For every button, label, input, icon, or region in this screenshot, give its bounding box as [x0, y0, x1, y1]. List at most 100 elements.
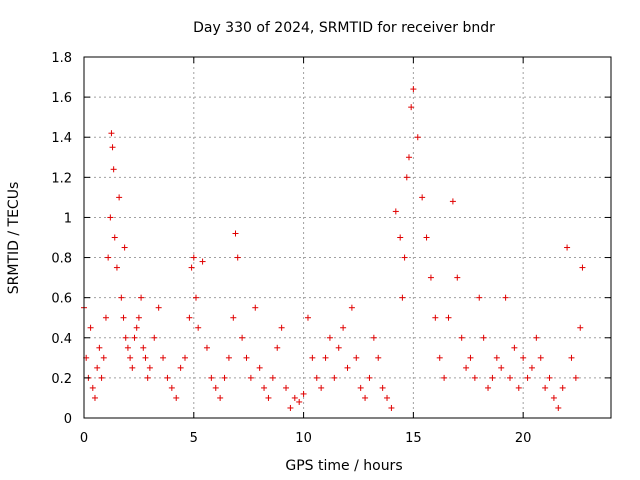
data-point — [399, 294, 406, 301]
data-point — [274, 344, 281, 351]
data-point — [454, 274, 461, 281]
data-point — [118, 294, 125, 301]
y-tick-label: 1.4 — [51, 131, 72, 146]
data-point — [177, 364, 184, 371]
data-point — [546, 374, 553, 381]
data-point — [322, 354, 329, 361]
data-point — [493, 354, 500, 361]
data-point — [340, 324, 347, 331]
data-point — [217, 394, 224, 401]
data-point — [467, 354, 474, 361]
data-point — [252, 304, 259, 311]
data-point — [138, 294, 145, 301]
data-point — [91, 394, 98, 401]
data-point — [309, 354, 316, 361]
data-point — [300, 390, 307, 397]
data-point — [568, 354, 575, 361]
data-point — [186, 314, 193, 321]
x-axis-ticks: 0 5 10 15 20 — [80, 57, 531, 446]
data-point — [471, 374, 478, 381]
data-point — [100, 354, 107, 361]
data-point — [192, 294, 199, 301]
x-tick-label: 15 — [405, 431, 422, 446]
data-point — [362, 394, 369, 401]
data-point — [326, 334, 333, 341]
data-point — [109, 144, 116, 151]
data-point — [203, 344, 210, 351]
data-point — [572, 374, 579, 381]
data-point — [127, 354, 134, 361]
y-tick-label: 0.6 — [51, 292, 72, 307]
data-point — [506, 374, 513, 381]
data-point — [113, 264, 120, 271]
data-point — [335, 344, 342, 351]
data-point — [357, 384, 364, 391]
data-point — [537, 354, 544, 361]
data-point — [511, 344, 518, 351]
data-point — [168, 384, 175, 391]
data-point — [441, 374, 448, 381]
data-point — [111, 234, 118, 241]
data-point — [124, 344, 131, 351]
grid — [84, 57, 611, 418]
data-point — [89, 384, 96, 391]
data-point — [520, 354, 527, 361]
data-point — [528, 364, 535, 371]
data-point — [559, 384, 566, 391]
data-point — [239, 334, 246, 341]
data-point — [502, 294, 509, 301]
x-tick-label: 5 — [190, 431, 198, 446]
data-point — [533, 334, 540, 341]
data-point — [296, 398, 303, 405]
data-point — [449, 198, 456, 205]
data-point — [436, 354, 443, 361]
data-point — [116, 194, 123, 201]
data-point — [195, 324, 202, 331]
data-point — [155, 304, 162, 311]
data-point — [131, 334, 138, 341]
data-point — [120, 314, 127, 321]
data-point — [489, 374, 496, 381]
data-point — [401, 254, 408, 261]
data-point — [96, 344, 103, 351]
y-tick-label: 0.2 — [51, 372, 72, 387]
data-point — [247, 374, 254, 381]
data-point — [397, 234, 404, 241]
y-tick-label: 1.2 — [51, 171, 72, 186]
data-point — [105, 254, 112, 261]
data-point — [423, 234, 430, 241]
data-point — [291, 394, 298, 401]
data-point — [476, 294, 483, 301]
x-axis-label: GPS time / hours — [285, 458, 402, 474]
data-point — [110, 166, 117, 173]
data-point — [366, 374, 373, 381]
data-point — [403, 174, 410, 181]
data-point — [190, 254, 197, 261]
data-point — [232, 230, 239, 237]
data-point — [370, 334, 377, 341]
y-tick-label: 1.8 — [51, 51, 72, 66]
data-point — [278, 324, 285, 331]
data-points — [81, 86, 586, 411]
x-tick-label: 10 — [295, 431, 312, 446]
data-point — [265, 394, 272, 401]
y-tick-label: 0.8 — [51, 252, 72, 267]
data-point — [419, 194, 426, 201]
data-point — [199, 258, 206, 265]
data-point — [107, 214, 114, 221]
data-point — [140, 344, 147, 351]
data-point — [384, 394, 391, 401]
data-point — [498, 364, 505, 371]
data-point — [261, 384, 268, 391]
data-point — [414, 134, 421, 141]
data-point — [542, 384, 549, 391]
data-point — [182, 354, 189, 361]
data-point — [87, 324, 94, 331]
data-point — [94, 364, 101, 371]
data-point — [410, 86, 417, 93]
data-point — [269, 374, 276, 381]
data-point — [388, 404, 395, 411]
data-point — [212, 384, 219, 391]
data-point — [405, 154, 412, 161]
